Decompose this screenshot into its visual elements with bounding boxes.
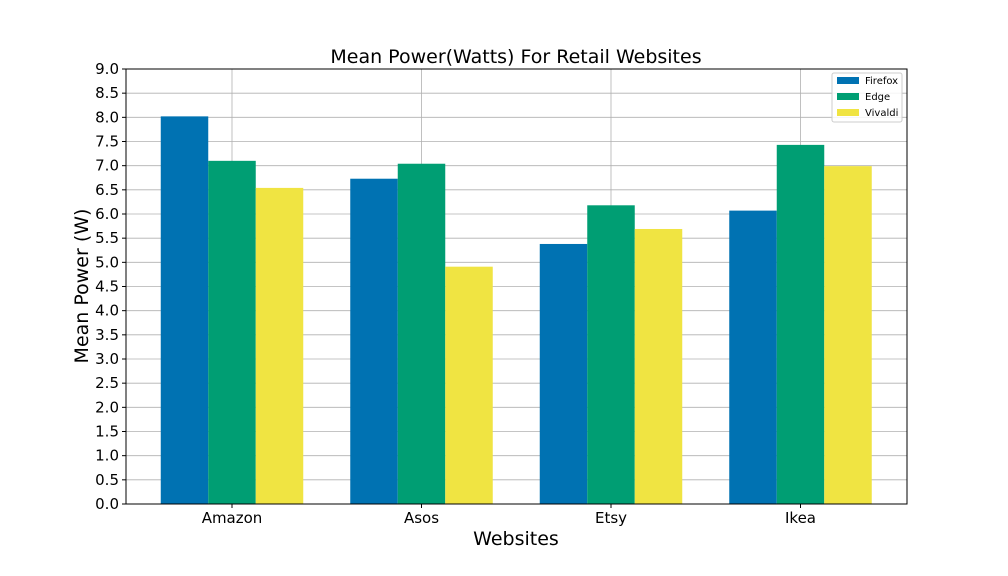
y-tick-label: 3.5 [95,326,119,344]
y-tick-label: 6.5 [95,181,119,199]
bar-firefox-amazon [160,116,209,504]
y-tick-label: 1.5 [95,423,119,441]
x-axis-label: Websites [473,528,559,550]
legend-swatch-edge [837,93,859,100]
y-tick-label: 8.5 [95,84,119,102]
y-tick-label: 4.0 [95,302,119,320]
y-tick-label: 7.5 [95,133,119,151]
y-tick-label: 4.5 [95,278,119,296]
y-tick-label: 0.0 [95,495,119,513]
y-tick-label: 6.0 [95,205,119,223]
legend-label-firefox: Firefox [865,76,898,87]
legend-label-vivaldi: Vivaldi [865,108,898,119]
y-tick-label: 3.0 [95,350,119,368]
bar-edge-ikea [776,144,825,504]
chart-title: Mean Power(Watts) For Retail Websites [330,46,701,68]
bar-vivaldi-ikea [824,166,872,504]
y-tick-label: 2.5 [95,374,119,392]
y-tick-label: 1.0 [95,447,119,465]
bar-edge-etsy [587,205,635,505]
bar-firefox-ikea [729,210,777,504]
legend-label-edge: Edge [865,92,890,103]
x-axis-ticks: Amazon Asos Etsy Ikea [202,504,816,527]
bar-vivaldi-etsy [634,228,683,504]
x-tick-label: Ikea [785,509,816,527]
y-tick-label: 0.5 [95,471,119,489]
y-tick-label: 8.0 [95,108,119,126]
x-tick-label: Asos [404,509,439,527]
y-tick-label: 5.5 [95,229,119,247]
bar-edge-asos [397,163,446,504]
y-tick-label: 5.0 [95,253,119,271]
bars [160,116,872,505]
bar-vivaldi-asos [445,266,493,504]
y-axis-label: Mean Power (W) [71,209,93,364]
bar-firefox-etsy [539,243,588,504]
bar-vivaldi-amazon [255,187,304,504]
legend-swatch-vivaldi [837,109,859,116]
legend-swatch-firefox [837,77,859,84]
y-tick-label: 2.0 [95,398,119,416]
x-tick-label: Amazon [202,509,263,527]
bar-firefox-asos [350,178,398,504]
y-tick-label: 9.0 [95,60,119,78]
bar-edge-amazon [208,160,256,505]
y-tick-label: 7.0 [95,157,119,175]
legend: Firefox Edge Vivaldi [831,72,903,123]
y-axis-ticks: 0.0 0.5 1.0 1.5 2.0 2.5 3.0 3.5 4.0 4.5 5.0 5.5 6.0 6… [95,60,126,513]
x-tick-label: Etsy [595,509,627,527]
